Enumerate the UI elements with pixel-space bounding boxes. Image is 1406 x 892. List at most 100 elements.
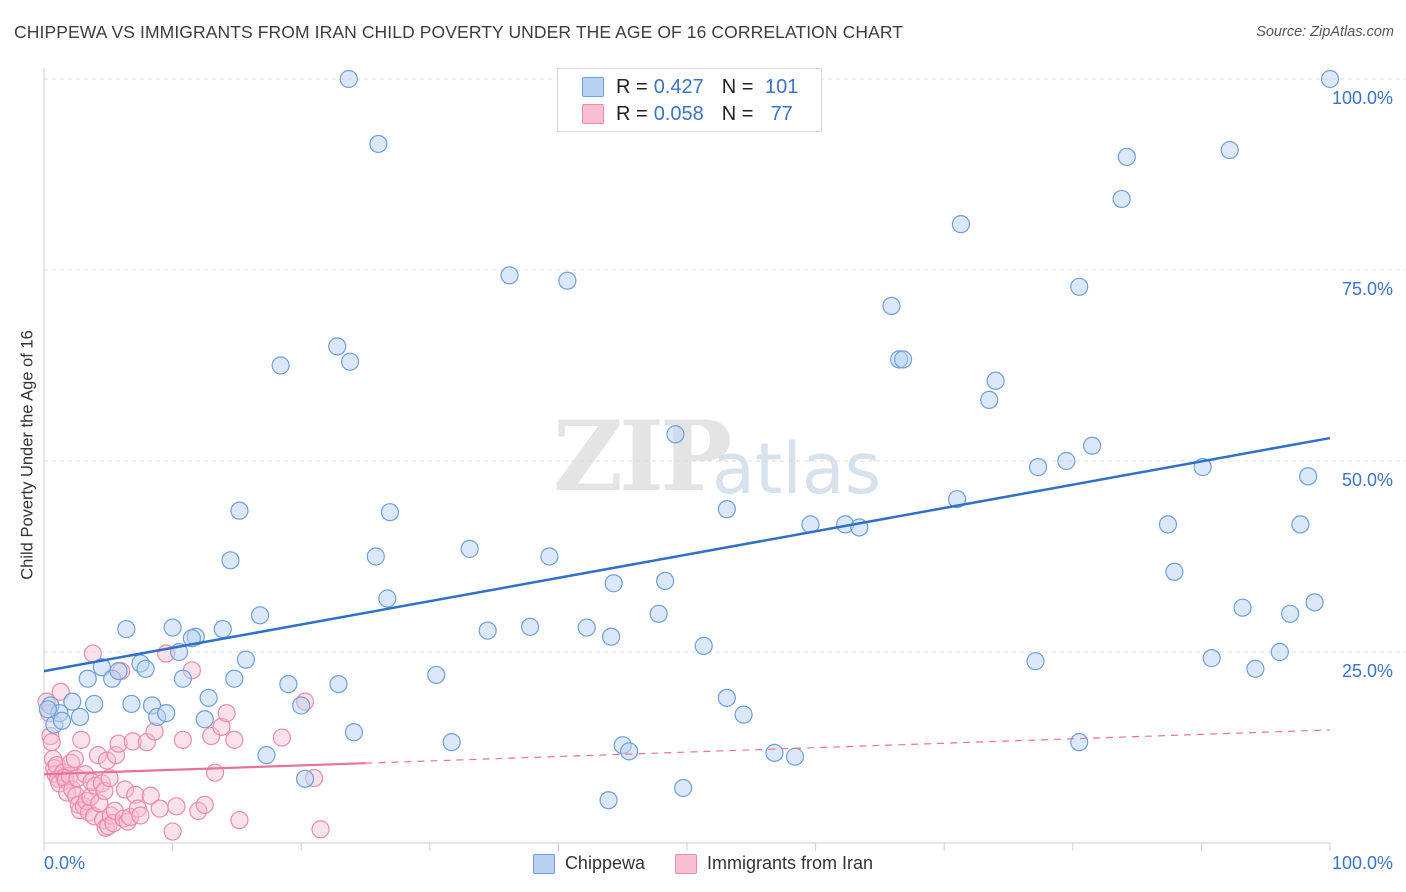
chippewa-point — [1305, 593, 1324, 612]
iran-point — [217, 704, 236, 723]
y-tick-label: 100.0% — [1332, 88, 1393, 108]
watermark-atlas: atlas — [712, 428, 882, 510]
chippewa-point — [63, 692, 82, 711]
iran-point — [115, 780, 135, 799]
chippewa-point — [70, 707, 90, 727]
chippewa-point — [1117, 147, 1136, 167]
legend-n-value: 77 — [770, 102, 793, 125]
chippewa-point — [109, 661, 128, 681]
y-tick-label: 50.0% — [1342, 470, 1393, 490]
chippewa-point — [1165, 562, 1184, 581]
chippewa-point — [380, 503, 400, 522]
iran-point — [272, 728, 292, 747]
iran-point — [311, 820, 330, 839]
iran-point — [163, 822, 182, 841]
iran-point — [225, 730, 244, 749]
legend-row-chippewa: R = 0.427 N = 101 — [582, 75, 802, 99]
chippewa-point — [78, 669, 97, 688]
chippewa-point — [500, 266, 519, 285]
chippewa-point — [117, 619, 136, 639]
iran-point — [88, 746, 108, 765]
stats-legend: R = 0.427 N = 101 R = 0.058 N = 77 — [557, 68, 822, 132]
series-iran-points — [37, 644, 330, 841]
iran-point — [65, 749, 84, 769]
iran-point — [76, 765, 95, 784]
legend-r-value: 0.427 — [653, 75, 704, 98]
chippewa-point — [1233, 598, 1252, 617]
iran-point — [100, 768, 119, 788]
chippewa-point — [460, 539, 479, 558]
chippewa-point — [765, 743, 784, 762]
chippewa-point — [1281, 604, 1300, 623]
legend-r-label: R = — [616, 102, 648, 125]
chippewa-trend-line — [43, 436, 1331, 673]
chippewa-point — [329, 674, 348, 694]
x-tick-label: 100.0% — [1332, 853, 1393, 873]
chippewa-point — [1070, 277, 1089, 296]
chippewa-point — [734, 705, 753, 724]
chippewa-point — [1112, 189, 1131, 209]
chippewa-point — [225, 669, 244, 688]
chippewa-point — [366, 547, 385, 566]
iran-point — [202, 726, 221, 746]
legend-swatch-chippewa — [532, 853, 555, 874]
iran-point — [72, 730, 91, 749]
chippewa-point — [893, 350, 913, 369]
source-credit: Source: ZipAtlas.com — [1256, 24, 1394, 40]
grid-lines — [44, 78, 1406, 653]
chippewa-point — [649, 604, 668, 623]
chippewa-point — [1158, 515, 1178, 534]
chippewa-point — [173, 669, 192, 688]
chippewa-point — [694, 636, 713, 655]
iran-point — [212, 717, 231, 736]
iran-point — [141, 786, 160, 805]
chippewa-point — [157, 704, 176, 723]
iran-point — [173, 730, 192, 749]
chippewa-point — [163, 618, 182, 637]
chippewa-point — [339, 69, 358, 89]
chippewa-point — [1220, 140, 1239, 160]
chippewa-point — [344, 723, 364, 742]
legend-swatch-iran — [582, 104, 604, 124]
chippewa-point — [599, 791, 618, 810]
chippewa-point — [328, 337, 347, 356]
chippewa-point — [1299, 467, 1318, 486]
legend-n-label: N = — [721, 102, 754, 125]
legend-item-chippewa[interactable]: Chippewa — [532, 853, 645, 874]
watermark-zip: ZIP — [553, 400, 732, 513]
legend-swatch-chippewa — [582, 77, 604, 97]
chippewa-point — [1070, 733, 1089, 752]
legend-item-iran[interactable]: Immigrants from Iran — [675, 853, 873, 874]
legend-label-chippewa: Chippewa — [564, 853, 645, 873]
chippewa-point — [122, 694, 141, 714]
y-axis-label: Child Poverty Under the Age of 16 — [18, 330, 37, 580]
iran-point — [42, 733, 61, 752]
iran-point — [205, 763, 225, 782]
chippewa-point — [1028, 458, 1048, 477]
iran-point — [126, 785, 145, 804]
chippewa-point — [1026, 652, 1045, 671]
chippewa-point — [1270, 642, 1289, 662]
chippewa-point — [279, 674, 298, 694]
iran-trend-line-solid — [43, 762, 366, 776]
chippewa-point — [250, 606, 270, 625]
chippewa-point — [980, 390, 999, 409]
chippewa-point — [674, 778, 693, 798]
chippewa-point — [951, 215, 971, 234]
iran-point — [106, 746, 126, 765]
legend-n-label: N = — [721, 75, 754, 98]
chippewa-point — [1082, 436, 1102, 455]
tick-labels: 25.0% 50.0% 75.0% 100.0% 0.0% 100.0% — [44, 88, 1393, 873]
chippewa-point — [221, 551, 240, 570]
chippewa-point — [1291, 515, 1310, 534]
chippewa-point — [540, 547, 559, 566]
legend-n-value: 101 — [765, 75, 799, 98]
iran-point — [51, 682, 70, 701]
chippewa-point — [947, 490, 967, 509]
chippewa-point — [52, 711, 72, 730]
iran-point — [230, 810, 249, 830]
chippewa-point — [195, 710, 214, 729]
chippewa-point — [1202, 649, 1221, 668]
chippewa-point — [1320, 69, 1340, 89]
series-legend: Chippewa Immigrants from Iran — [0, 853, 1406, 874]
